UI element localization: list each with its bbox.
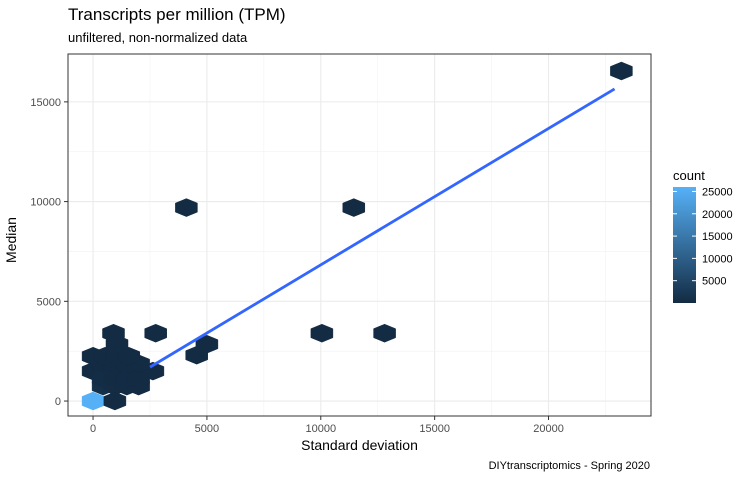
color-legend: 5000 10000 15000 20000 25000	[673, 186, 733, 303]
chart-title: Transcripts per million (TPM)	[68, 5, 286, 24]
legend-tick-label: 15000	[702, 231, 733, 243]
x-tick-label: 10000	[305, 423, 336, 435]
hexbin	[127, 369, 150, 388]
regression-line	[149, 87, 616, 369]
legend-tick-label: 10000	[702, 253, 733, 265]
y-tick-label: 10000	[30, 197, 61, 209]
hexbin	[185, 345, 208, 365]
chart-subtitle: unfiltered, non-normalized data	[68, 30, 248, 45]
y-tick-label: 5000	[37, 296, 61, 308]
legend-tick-label: 25000	[702, 186, 733, 198]
hexbin-layer	[81, 61, 633, 411]
x-axis-ticks: 0 5000 10000 15000 20000	[90, 416, 564, 435]
x-axis-label: Standard deviation	[301, 437, 418, 453]
hexbin	[342, 198, 366, 217]
y-axis-ticks: 0 5000 10000 15000	[30, 97, 68, 408]
x-tick-label: 0	[90, 423, 96, 435]
plot-border	[67, 53, 652, 417]
hexbin	[175, 198, 198, 217]
y-tick-label: 15000	[30, 97, 61, 109]
x-tick-label: 15000	[419, 423, 450, 435]
fit-line-layer	[149, 87, 616, 369]
legend-title: count	[673, 168, 705, 183]
hexbin	[144, 323, 167, 343]
chart-caption: DIYtranscriptomics - Spring 2020	[488, 460, 650, 472]
hexbin	[610, 61, 633, 81]
plot-panel	[68, 54, 651, 416]
x-tick-label: 5000	[195, 423, 219, 435]
grid-minor	[68, 54, 651, 416]
legend-colorbar	[673, 187, 696, 303]
x-tick-label: 20000	[533, 423, 564, 435]
hexbin	[373, 323, 396, 343]
hexbin	[103, 391, 127, 411]
legend-tick-label: 5000	[702, 276, 726, 288]
legend-tick-label: 20000	[702, 209, 733, 221]
hexbin	[102, 323, 125, 343]
hexbin	[310, 323, 334, 343]
y-tick-label: 0	[55, 396, 61, 408]
